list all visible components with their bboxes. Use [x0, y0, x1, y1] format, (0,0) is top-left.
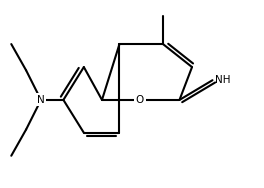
Text: O: O	[136, 95, 144, 105]
Text: N: N	[37, 95, 45, 105]
Text: NH: NH	[215, 75, 230, 85]
